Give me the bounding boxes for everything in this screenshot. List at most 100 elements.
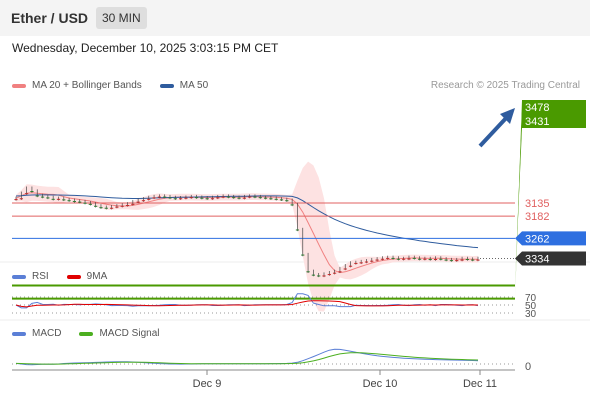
candle-body: [433, 259, 438, 261]
candle-body: [449, 260, 454, 262]
candle-body: [168, 197, 172, 199]
ma20-line: [15, 192, 478, 274]
candle-body: [370, 260, 374, 262]
candle-body: [136, 201, 140, 203]
price-tag-3334: [515, 251, 586, 266]
candle-body: [99, 207, 103, 209]
rsi-ma-swatch: [66, 274, 81, 279]
candle-body: [14, 199, 18, 201]
candle-body: [301, 254, 305, 256]
candle-body: [200, 197, 204, 199]
candle-body: [83, 202, 87, 204]
legend-ma20: MA 20 + Bollinger Bands: [32, 80, 142, 91]
candle-body: [104, 207, 108, 209]
x-tick-label: Dec 10: [363, 378, 398, 390]
candle-body: [189, 197, 193, 199]
candle-body: [131, 203, 135, 205]
rsi-legend: RSI 9MA: [12, 271, 125, 282]
candle-body: [194, 197, 199, 199]
candle-body: [306, 271, 310, 273]
bollinger-band: [16, 161, 478, 312]
candle-body: [322, 275, 326, 277]
forecast-arrow: [478, 114, 510, 148]
candle-body: [327, 274, 331, 276]
legend-macd-signal: MACD Signal: [99, 328, 160, 339]
candle-body: [460, 259, 464, 261]
candle-body: [295, 229, 300, 231]
candle-body: [253, 196, 257, 198]
chart-header: Ether / USD 30 MIN: [0, 0, 590, 36]
rsi-ma-line: [15, 300, 479, 308]
candle-body: [232, 197, 236, 199]
x-tick-label: Dec 9: [193, 378, 222, 390]
candle-body: [157, 196, 161, 198]
candle-body: [46, 197, 50, 199]
chart-datetime: Wednesday, December 10, 2025 3:03:15 PM …: [12, 41, 279, 55]
candle-body: [72, 201, 77, 203]
macd-swatch: [12, 331, 26, 336]
candle-body: [364, 261, 369, 263]
interval-badge[interactable]: 30 MIN: [96, 7, 147, 29]
candle-body: [141, 200, 146, 202]
candle-body: [163, 196, 167, 198]
candle-body: [258, 197, 262, 199]
candle-body: [78, 201, 82, 203]
macd-zero-label: 0: [525, 361, 531, 373]
candle-body: [444, 259, 448, 261]
candle-body: [476, 259, 480, 261]
legend-macd: MACD: [32, 328, 62, 339]
candle-body: [386, 257, 390, 259]
candle-body: [455, 260, 459, 262]
candle-body: [40, 196, 45, 198]
candle-body: [248, 196, 252, 198]
candle-body: [226, 196, 231, 198]
main-legend: MA 20 + Bollinger Bands MA 50: [12, 80, 226, 91]
ma20-swatch: [12, 83, 26, 88]
candle-body: [417, 258, 422, 260]
legend-ma50: MA 50: [179, 80, 209, 91]
candle-body: [184, 197, 188, 199]
candle-body: [152, 197, 156, 199]
candle-body: [125, 204, 130, 206]
candle-body: [317, 275, 321, 277]
candle-body: [263, 197, 268, 199]
candle-body: [269, 198, 273, 200]
candle-body: [205, 198, 209, 200]
price-level-label-3431: 3431: [525, 116, 549, 128]
price-level-label-3262: 3262: [525, 233, 549, 245]
candle-body: [423, 258, 427, 260]
candle-body: [343, 268, 347, 270]
ma50-swatch: [159, 83, 174, 88]
candle-body: [51, 198, 55, 200]
candle-body: [242, 197, 246, 199]
candle-body: [311, 274, 315, 276]
rsi-level-label: 70: [525, 293, 537, 304]
ma50-line: [15, 194, 479, 249]
candle-body: [333, 272, 337, 274]
candle-body: [359, 262, 363, 264]
price-level-label-3334: 3334: [525, 253, 549, 265]
candle-body: [412, 257, 416, 259]
price-level-label-3135: 3135: [525, 198, 549, 210]
legend-rsi: RSI: [32, 271, 49, 282]
candle-body: [380, 258, 385, 260]
candle-body: [221, 196, 225, 198]
candle-body: [120, 205, 124, 207]
candle-body: [338, 271, 342, 273]
price-tag-3262: [515, 231, 586, 246]
legend-rsi-ma: 9MA: [86, 271, 108, 282]
candle-body: [439, 258, 443, 260]
candle-body: [56, 198, 61, 200]
candle-body: [471, 259, 475, 261]
candle-body: [285, 200, 289, 202]
candle-body: [94, 205, 98, 207]
price-level-label-3478: 3478: [525, 102, 549, 114]
candle-body: [147, 198, 151, 200]
candle-body: [428, 259, 432, 261]
chart-credit: Research © 2025 Trading Central: [430, 80, 580, 91]
macd-legend: MACD MACD Signal: [12, 328, 177, 339]
candle-body: [375, 259, 379, 261]
candle-body: [30, 191, 34, 193]
candle-body: [88, 203, 92, 205]
